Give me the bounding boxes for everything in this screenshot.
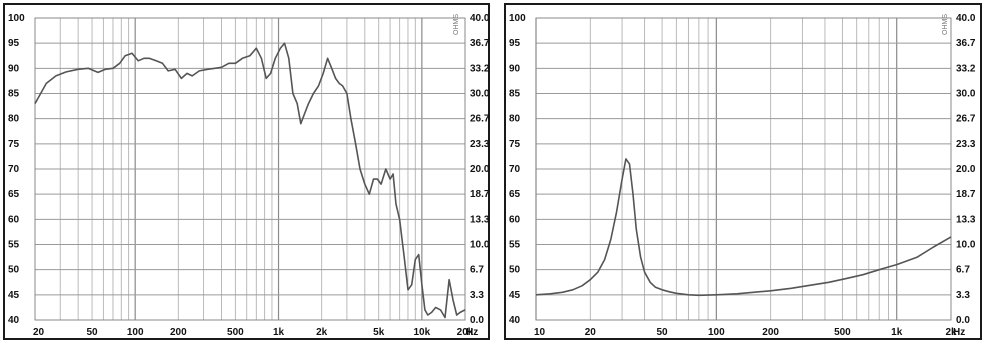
x-tick-label: 500 [834, 327, 851, 338]
right-axis-tick-label: 36.7 [956, 38, 976, 49]
y-tick-label: 50 [509, 265, 521, 276]
series-line [34, 42, 466, 319]
right-axis-unit-label: OHMS [453, 14, 460, 35]
x-tick-label: 2k [945, 327, 957, 338]
right-axis-tick-label: 33.2 [956, 63, 976, 74]
x-tick-label: 20 [33, 327, 45, 338]
y-tick-label: 95 [509, 38, 521, 49]
x-tick-label: 10 [534, 327, 546, 338]
impedance-panel: 100 95 90 85 80 75 70 65 60 55 50 45 40 40.0 36.7 33.2 3… [504, 3, 982, 340]
right-axis-tick-label: 30.0 [956, 89, 976, 100]
right-axis-tick-label: 0.0 [956, 315, 970, 326]
x-tick-label: 1k [273, 327, 285, 338]
right-axis-tick-label: 23.3 [470, 139, 490, 150]
y-tick-label: 40 [509, 315, 521, 326]
x-tick-label: 5k [373, 327, 385, 338]
plot-frame [34, 17, 466, 321]
y-tick-label: 80 [8, 114, 20, 125]
y-tick-label: 55 [509, 240, 521, 251]
right-axis-tick-label: 23.3 [956, 139, 976, 150]
x-axis-unit-label: Hz [466, 327, 478, 338]
right-axis-tick-label: 40.0 [956, 13, 976, 24]
right-axis-tick-label: 10.0 [470, 240, 490, 251]
x-tick-label: 1k [891, 327, 903, 338]
right-axis-tick-label: 13.3 [956, 214, 976, 225]
right-axis-tick-label: 40.0 [470, 13, 490, 24]
frequency-response-chart: 100 95 90 85 80 75 70 65 60 55 50 45 40 40.0 36.7 33.2 3… [8, 13, 490, 338]
y-tick-label: 45 [8, 290, 20, 301]
y-tick-label: 65 [8, 189, 20, 200]
x-tick-label: 20 [585, 327, 597, 338]
right-axis-tick-label: 18.7 [470, 189, 490, 200]
series-line [535, 158, 952, 297]
right-axis-tick-label: 0.0 [470, 315, 484, 326]
x-tick-label: 20k [457, 327, 474, 338]
y-tick-label: 65 [509, 189, 521, 200]
right-axis-tick-label: 6.7 [956, 265, 970, 276]
y-tick-label: 95 [8, 38, 20, 49]
x-tick-label: 500 [227, 327, 244, 338]
right-axis-tick-label: 30.0 [470, 89, 490, 100]
y-tick-label: 75 [8, 139, 20, 150]
y-tick-label: 90 [509, 63, 521, 74]
y-tick-label: 85 [8, 89, 20, 100]
y-tick-label: 100 [8, 13, 25, 24]
y-tick-label: 70 [8, 164, 20, 175]
right-axis-tick-label: 33.2 [470, 63, 490, 74]
x-tick-label: 2k [316, 327, 328, 338]
right-axis-tick-label: 18.7 [956, 189, 976, 200]
y-tick-label: 60 [509, 214, 521, 225]
frequency-response-panel: 100 95 90 85 80 75 70 65 60 55 50 45 40 40.0 36.7 33.2 3… [3, 3, 490, 340]
x-tick-label: 100 [127, 327, 144, 338]
right-axis-tick-label: 20.0 [470, 164, 490, 175]
right-axis-tick-label: 6.7 [470, 265, 484, 276]
right-axis-tick-label: 13.3 [470, 214, 490, 225]
x-tick-label: 100 [708, 327, 725, 338]
grid [34, 17, 466, 321]
x-axis-unit-label: Hz [953, 327, 965, 338]
y-tick-label: 100 [509, 13, 526, 24]
plot-frame [535, 17, 952, 321]
right-axis-tick-label: 36.7 [470, 38, 490, 49]
right-axis-tick-label: 26.7 [956, 114, 976, 125]
y-tick-label: 70 [509, 164, 521, 175]
y-tick-label: 40 [8, 315, 20, 326]
x-tick-label: 200 [762, 327, 779, 338]
x-tick-label: 50 [86, 327, 98, 338]
right-axis-tick-label: 3.3 [956, 290, 970, 301]
x-tick-label: 10k [414, 327, 431, 338]
right-axis-tick-label: 3.3 [470, 290, 484, 301]
grid [535, 17, 952, 321]
right-axis-unit-label: OHMS [942, 14, 949, 35]
x-tick-label: 50 [656, 327, 668, 338]
x-tick-label: 200 [170, 327, 187, 338]
right-axis-tick-label: 10.0 [956, 240, 976, 251]
impedance-chart: 100 95 90 85 80 75 70 65 60 55 50 45 40 40.0 36.7 33.2 3… [509, 13, 976, 338]
y-tick-label: 45 [509, 290, 521, 301]
right-axis-tick-label: 20.0 [956, 164, 976, 175]
y-tick-label: 85 [509, 89, 521, 100]
y-tick-label: 75 [509, 139, 521, 150]
y-tick-label: 90 [8, 63, 20, 74]
y-tick-label: 60 [8, 214, 20, 225]
y-tick-label: 50 [8, 265, 20, 276]
y-tick-label: 80 [509, 114, 521, 125]
y-tick-label: 55 [8, 240, 20, 251]
right-axis-tick-label: 26.7 [470, 114, 490, 125]
